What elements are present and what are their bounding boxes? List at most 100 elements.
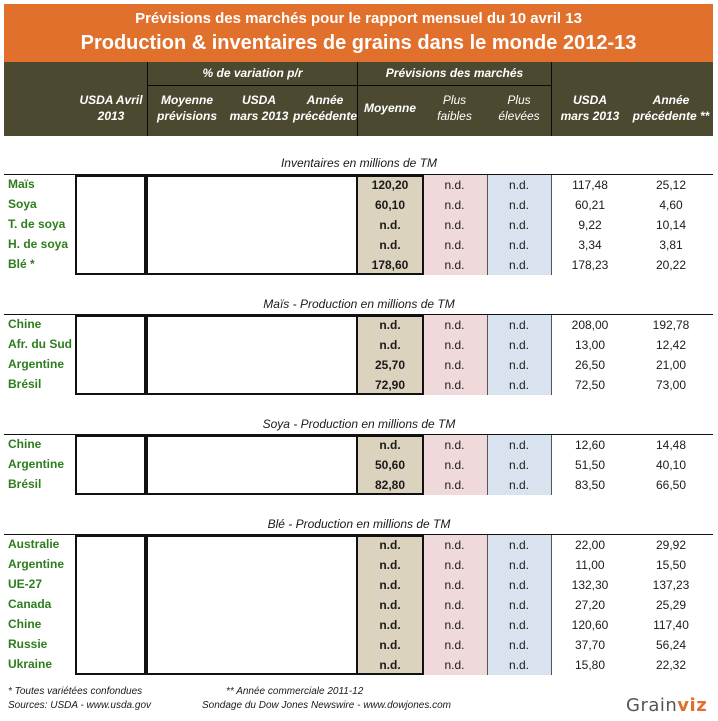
cell-highest: n.d. xyxy=(487,235,551,255)
cell-prev-year: 3,81 xyxy=(659,238,683,252)
cell-highest: n.d. xyxy=(487,575,551,595)
table-row: Brésil 72,90 n.d. n.d. 72,50 73,00 xyxy=(0,375,718,395)
column-divider xyxy=(551,435,552,495)
footnote-sources: Sources: USDA - www.usda.gov xyxy=(8,700,152,711)
cell-mean: 178,60 xyxy=(358,255,422,275)
cell-lowest: n.d. xyxy=(422,575,487,595)
grainviz-logo: Grainviz xyxy=(626,695,708,716)
cell-usda-march: 178,23 xyxy=(571,258,609,272)
column-divider xyxy=(487,535,488,675)
row-label: Russie xyxy=(8,637,48,651)
table-row: Chine n.d. n.d. n.d. 208,00 192,78 xyxy=(0,315,718,335)
cell-lowest: n.d. xyxy=(422,375,487,395)
row-label: Australie xyxy=(8,537,60,551)
cell-mean: 50,60 xyxy=(358,455,422,475)
cell-lowest: n.d. xyxy=(422,335,487,355)
col-highest: Plus élevées xyxy=(498,93,540,123)
cell-usda-march: 9,22 xyxy=(578,218,602,232)
cell-mean: n.d. xyxy=(358,575,422,595)
cell-mean: 120,20 xyxy=(358,175,422,195)
cell-mean: n.d. xyxy=(358,315,422,335)
column-divider xyxy=(551,175,552,275)
cell-mean: n.d. xyxy=(358,215,422,235)
col-lowest: Plus faibles xyxy=(437,93,472,123)
cell-usda-march: 60,21 xyxy=(574,198,606,212)
group-forecast-label: Prévisions des marchés xyxy=(385,66,524,80)
cell-usda-march: 51,50 xyxy=(574,458,606,472)
cell-highest: n.d. xyxy=(487,615,551,635)
cell-highest: n.d. xyxy=(487,355,551,375)
footnote-survey: Sondage du Dow Jones Newswire - www.dowj… xyxy=(202,700,452,711)
mean-box xyxy=(356,535,424,675)
section-title: Inventaires en millions de TM xyxy=(280,156,438,170)
col-avg-forecast: Moyenne prévisions xyxy=(156,93,218,123)
table-row: Afr. du Sud n.d. n.d. n.d. 13,00 12,42 xyxy=(0,335,718,355)
section-rule xyxy=(4,534,713,535)
section-title: Blé - Production en millions de TM xyxy=(267,517,451,531)
mean-box xyxy=(356,435,424,495)
column-header: % de variation p/r Prévisions des marché… xyxy=(4,62,713,136)
cell-prev-year: 56,24 xyxy=(655,638,687,652)
cell-highest: n.d. xyxy=(487,455,551,475)
variation-box xyxy=(146,535,358,675)
cell-mean: n.d. xyxy=(358,235,422,255)
mean-box xyxy=(356,315,424,395)
row-label: H. de soya xyxy=(8,237,69,251)
cell-lowest: n.d. xyxy=(422,355,487,375)
usda-april-box xyxy=(75,175,146,275)
row-label: UE-27 xyxy=(8,577,43,591)
cell-lowest: n.d. xyxy=(422,455,487,475)
cell-usda-march: 11,00 xyxy=(575,558,605,572)
cell-prev-year: 12,42 xyxy=(655,338,687,352)
cell-prev-year: 25,29 xyxy=(655,598,687,612)
cell-usda-march: 27,20 xyxy=(574,598,606,612)
title-banner: Prévisions des marchés pour le rapport m… xyxy=(4,4,713,62)
cell-highest: n.d. xyxy=(487,315,551,335)
cell-lowest: n.d. xyxy=(422,175,487,195)
mean-box xyxy=(356,175,424,275)
cell-mean: 72,90 xyxy=(358,375,422,395)
section-rule xyxy=(4,314,713,315)
row-label: Chine xyxy=(8,617,42,631)
cell-usda-march: 3,34 xyxy=(578,238,602,252)
table-row: Canada n.d. n.d. n.d. 27,20 25,29 xyxy=(0,595,718,615)
cell-usda-march: 120,60 xyxy=(571,618,609,632)
cell-lowest: n.d. xyxy=(422,235,487,255)
header-divider xyxy=(358,85,551,86)
cell-lowest: n.d. xyxy=(422,435,487,455)
cell-mean: 60,10 xyxy=(358,195,422,215)
col-usda-april: USDA Avril 2013 xyxy=(79,93,143,123)
cell-lowest: n.d. xyxy=(422,595,487,615)
cell-prev-year: 20,22 xyxy=(655,258,687,272)
header-divider xyxy=(148,85,357,86)
table-row: T. de soya n.d. n.d. n.d. 9,22 10,14 xyxy=(0,215,718,235)
table-row: H. de soya n.d. n.d. n.d. 3,34 3,81 xyxy=(0,235,718,255)
cell-lowest: n.d. xyxy=(422,535,487,555)
row-label: Brésil xyxy=(8,377,42,391)
section-rule xyxy=(4,174,713,175)
cell-usda-march: 72,50 xyxy=(574,378,606,392)
row-label: Chine xyxy=(8,317,42,331)
footnote-season: ** Année commerciale 2011-12 xyxy=(226,686,364,697)
usda-april-box xyxy=(75,435,146,495)
header-divider xyxy=(357,62,358,136)
header-divider xyxy=(147,62,148,136)
column-divider xyxy=(551,315,552,395)
table-row: Ukraine n.d. n.d. n.d. 15,80 22,32 xyxy=(0,655,718,675)
report-subtitle: Prévisions des marchés pour le rapport m… xyxy=(135,10,582,27)
table-row: Blé * 178,60 n.d. n.d. 178,23 20,22 xyxy=(0,255,718,275)
cell-prev-year: 73,00 xyxy=(655,378,687,392)
row-label: Chine xyxy=(8,437,42,451)
cell-usda-march: 13,00 xyxy=(574,338,606,352)
table-row: UE-27 n.d. n.d. n.d. 132,30 137,23 xyxy=(0,575,718,595)
cell-prev-year: 117,40 xyxy=(653,618,689,632)
cell-mean: n.d. xyxy=(358,595,422,615)
usda-april-box xyxy=(75,535,146,675)
cell-lowest: n.d. xyxy=(422,555,487,575)
row-label: Maïs xyxy=(8,177,35,191)
table-row: Argentine n.d. n.d. n.d. 11,00 15,50 xyxy=(0,555,718,575)
cell-highest: n.d. xyxy=(487,435,551,455)
cell-lowest: n.d. xyxy=(422,255,487,275)
variation-box xyxy=(146,435,358,495)
variation-box xyxy=(146,175,358,275)
